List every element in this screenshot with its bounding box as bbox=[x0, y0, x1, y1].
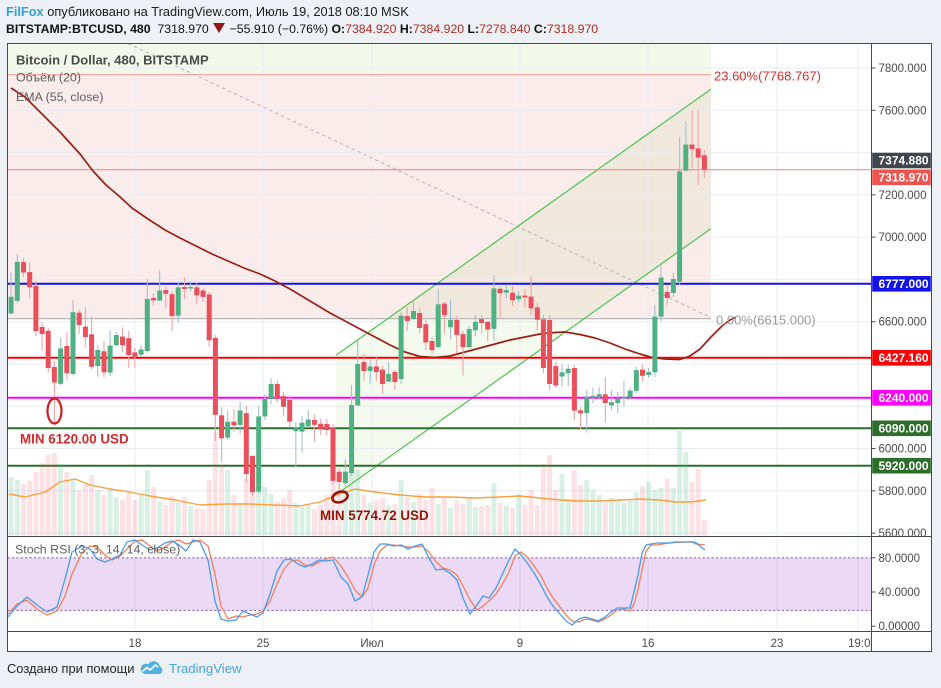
svg-text:7200.000: 7200.000 bbox=[879, 190, 927, 202]
svg-text:Bitcoin / Dollar, 480, BITSTAM: Bitcoin / Dollar, 480, BITSTAMP bbox=[16, 53, 209, 68]
svg-text:Июл: Июл bbox=[360, 638, 383, 650]
svg-text:40.0000: 40.0000 bbox=[879, 587, 921, 599]
svg-text:25: 25 bbox=[257, 638, 270, 650]
svg-text:9: 9 bbox=[517, 638, 523, 650]
svg-text:6000.000: 6000.000 bbox=[879, 444, 927, 456]
svg-text:16: 16 bbox=[642, 638, 655, 650]
svg-text:7318.970: 7318.970 bbox=[879, 171, 929, 185]
svg-text:80.0000: 80.0000 bbox=[879, 553, 921, 565]
svg-text:6600.000: 6600.000 bbox=[879, 317, 927, 329]
svg-text:23.60%(7768.767): 23.60%(7768.767) bbox=[714, 69, 821, 84]
svg-text:6777.000: 6777.000 bbox=[879, 277, 929, 291]
svg-text:23: 23 bbox=[771, 638, 784, 650]
svg-text:7800.000: 7800.000 bbox=[879, 63, 927, 75]
svg-text:7374.880: 7374.880 bbox=[879, 154, 929, 168]
svg-text:MIN 6120.00 USD: MIN 6120.00 USD bbox=[20, 432, 129, 447]
svg-text:19:0: 19:0 bbox=[848, 638, 870, 650]
svg-text:5800.000: 5800.000 bbox=[879, 486, 927, 498]
svg-text:7600.000: 7600.000 bbox=[879, 105, 927, 117]
svg-text:18: 18 bbox=[129, 638, 142, 650]
svg-text:5920.000: 5920.000 bbox=[879, 459, 929, 473]
svg-text:7000.000: 7000.000 bbox=[879, 232, 927, 244]
svg-text:0.00%(6615.000): 0.00%(6615.000) bbox=[716, 313, 816, 328]
svg-text:Stoch RSI (3, 3, 14, 14, close: Stoch RSI (3, 3, 14, 14, close) bbox=[15, 543, 180, 557]
svg-text:6427.160: 6427.160 bbox=[879, 351, 929, 365]
svg-text:5600.000: 5600.000 bbox=[879, 528, 927, 540]
svg-text:EMA (55, close): EMA (55, close) bbox=[16, 90, 103, 104]
svg-text:MIN 5774.72 USD: MIN 5774.72 USD bbox=[320, 508, 429, 523]
svg-text:0.00000: 0.00000 bbox=[879, 621, 921, 633]
svg-text:6090.000: 6090.000 bbox=[879, 422, 929, 436]
svg-text:6240.000: 6240.000 bbox=[879, 391, 929, 405]
svg-text:Объём (20): Объём (20) bbox=[16, 71, 81, 85]
